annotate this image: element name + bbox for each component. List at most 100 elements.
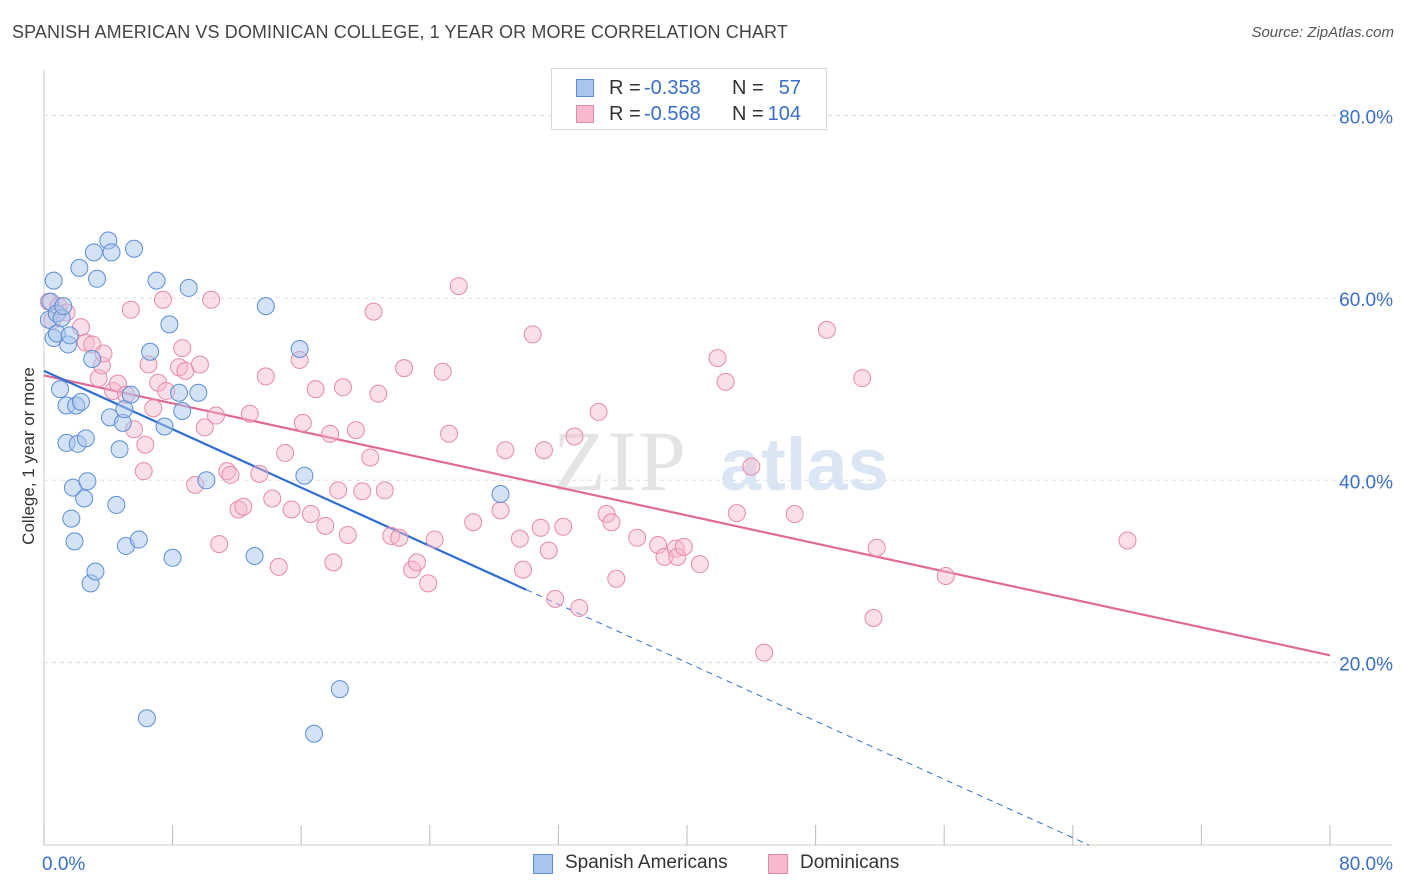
dominican-point (867, 538, 886, 557)
dominican-point (282, 500, 301, 519)
spanish-american-point (60, 326, 79, 345)
dominican-point (346, 421, 365, 440)
dominicans-points (39, 277, 1137, 662)
spanish-american-point (76, 429, 95, 448)
legend-n-label: N = (732, 77, 764, 99)
dominican-point (817, 320, 836, 339)
dominican-point (195, 418, 214, 437)
dominican-point (565, 427, 584, 446)
dominican-point (464, 513, 483, 532)
spanish-american-point (163, 548, 182, 567)
spanish-american-point (295, 466, 314, 485)
spanish-american-point (129, 530, 148, 549)
watermark: ZIP atlas (553, 413, 889, 509)
spanish-american-point (107, 495, 126, 514)
spanish-american-point (137, 709, 156, 728)
dominican-point (276, 443, 295, 462)
spanish-american-point (78, 472, 97, 491)
dominican-point (190, 355, 209, 374)
dominican-point (853, 369, 872, 388)
spanish-american-point (305, 724, 324, 743)
dominican-point (218, 462, 237, 481)
legend-r-label: R = (609, 77, 641, 99)
spanish-american-point (330, 680, 349, 699)
y-tick-label: 80.0% (1339, 108, 1393, 129)
legend-swatch-blue (576, 79, 594, 97)
y-axis-label: College, 1 year or more (19, 367, 38, 545)
dominican-point (407, 553, 426, 572)
spanish-american-point (179, 278, 198, 297)
dominican-point (531, 518, 550, 537)
legend-r-label: R = (609, 103, 641, 125)
dominican-point (716, 372, 735, 391)
spanish-american-point (65, 532, 84, 551)
axes (43, 70, 1392, 846)
dominican-point (353, 482, 372, 501)
spanish-american-point (173, 402, 192, 420)
dominican-point (333, 378, 352, 397)
legend-n-value: 57 (778, 77, 801, 99)
dominican-point (628, 528, 647, 547)
dominican-point (674, 537, 693, 556)
dominican-point (440, 424, 459, 443)
spanish-american-point (110, 440, 129, 459)
spanish-american-point (155, 417, 174, 436)
spanish-american-point (75, 489, 94, 508)
spanish-american-point (83, 350, 102, 369)
dominican-point (153, 290, 172, 309)
spanish-american-point (54, 297, 73, 316)
dominican-point (229, 500, 248, 519)
dominican-point (936, 567, 955, 586)
dominican-point (269, 557, 288, 576)
bottom-legend-label: Dominicans (800, 852, 900, 873)
dominican-point (534, 441, 553, 460)
dominican-point (390, 528, 409, 547)
dominican-point (607, 569, 626, 588)
chart-title: SPANISH AMERICAN VS DOMINICAN COLLEGE, 1… (12, 22, 788, 42)
dominican-point (221, 465, 240, 484)
dominican-point (76, 333, 95, 352)
legend-swatch-pink (576, 105, 594, 123)
legend-row-spanish-americans: R = -0.358 N = 57 (552, 75, 826, 101)
spanish-american-point (197, 471, 216, 490)
spanish-american-point (290, 340, 309, 358)
y-tick-label: 20.0% (1339, 655, 1393, 676)
dominican-point (433, 362, 452, 381)
dominican-point (338, 526, 357, 544)
dominican-point (785, 505, 804, 524)
dominican-point (234, 497, 253, 516)
spanish-american-point (84, 243, 103, 262)
dominican-point (523, 325, 542, 344)
dominican-point (121, 300, 140, 319)
dominican-point (708, 349, 727, 368)
dominican-point (755, 643, 774, 662)
dominican-point (375, 481, 394, 500)
spanish-american-point (121, 385, 140, 404)
spanish-american-point (71, 392, 90, 411)
y-tick-label: 60.0% (1339, 290, 1393, 311)
legend-row-dominicans: R = -0.568 N = 104 (552, 101, 826, 127)
dominican-point (364, 302, 383, 321)
spanish-american-point (62, 509, 81, 528)
spanish-american-point (141, 342, 160, 361)
dominican-point (240, 404, 259, 423)
y-tick-label: 40.0% (1339, 472, 1393, 493)
dominican-point (136, 435, 155, 454)
bottom-legend-swatch-blue (533, 854, 553, 874)
dominican-point (690, 555, 709, 574)
dominican-point (293, 413, 312, 432)
spanish-american-point (245, 546, 264, 565)
dominican-point (144, 399, 163, 418)
dominican-point (321, 424, 340, 443)
spanish-american-point (189, 383, 208, 402)
dominican-point (864, 608, 883, 627)
dominican-point (1118, 531, 1137, 550)
legend-n-label: N = (732, 103, 764, 125)
dominican-point (419, 574, 438, 593)
dominican-point (395, 359, 414, 378)
bottom-legend-label: Spanish Americans (565, 852, 728, 873)
watermark-atlas: atlas (720, 423, 889, 506)
dominican-point (324, 553, 343, 572)
dominican-point (496, 441, 515, 460)
